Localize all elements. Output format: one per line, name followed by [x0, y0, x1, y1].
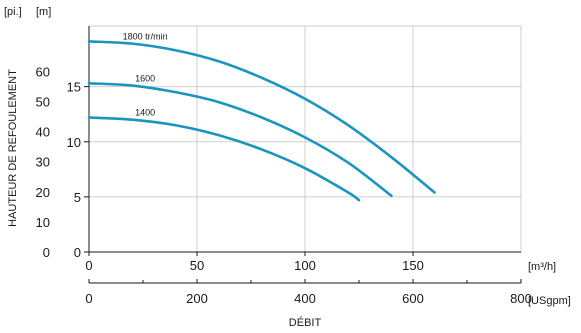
axes: [84, 26, 522, 284]
x-secondary-tick-label: 200: [186, 291, 208, 306]
x-secondary-tick-label: 400: [294, 291, 316, 306]
y-feet-tick-label: 50: [36, 94, 50, 109]
series-label: 1400: [135, 108, 155, 118]
y-meters-tick-label: 15: [67, 80, 81, 95]
series-line: [87, 82, 393, 198]
series-line: [87, 116, 361, 202]
y-meters-tick-label: 5: [74, 190, 81, 205]
y-axis-title: HAUTEUR DE REFOULEMENT: [7, 69, 19, 227]
x-secondary-tick-label: 800: [510, 291, 532, 306]
y-meters-tick-label: 10: [67, 135, 81, 150]
x-primary-tick-label: 100: [294, 258, 316, 273]
y-feet-tick-label: 10: [36, 215, 50, 230]
x-axis-title: DÉBIT: [289, 316, 322, 329]
series-label: 1600: [135, 74, 155, 84]
y-feet-tick-label: 30: [36, 155, 50, 170]
y-meters-tick-label: 0: [74, 245, 81, 260]
y-feet-tick-label: 60: [36, 64, 50, 79]
series-group: [87, 40, 436, 202]
y-unit-meters: [m]: [36, 6, 51, 18]
x-primary-tick-label: 150: [402, 258, 424, 273]
y-feet-tick-label: 20: [36, 185, 50, 200]
series-label: 1800 tr/min: [123, 32, 168, 42]
y-unit-feet: [pi.]: [4, 6, 22, 18]
y-feet-tick-label: 0: [43, 245, 50, 260]
y-feet-tick-label: 40: [36, 125, 50, 140]
x-primary-tick-label: 0: [85, 258, 92, 273]
x-secondary-tick-label: 600: [402, 291, 424, 306]
x-primary-tick-label: 50: [190, 258, 204, 273]
x-unit-primary: [m³/h]: [528, 261, 556, 273]
grid: [88, 25, 522, 253]
x-secondary-tick-label: 0: [85, 291, 92, 306]
series-line: [87, 40, 436, 194]
x-unit-secondary: [USgpm]: [528, 295, 571, 307]
